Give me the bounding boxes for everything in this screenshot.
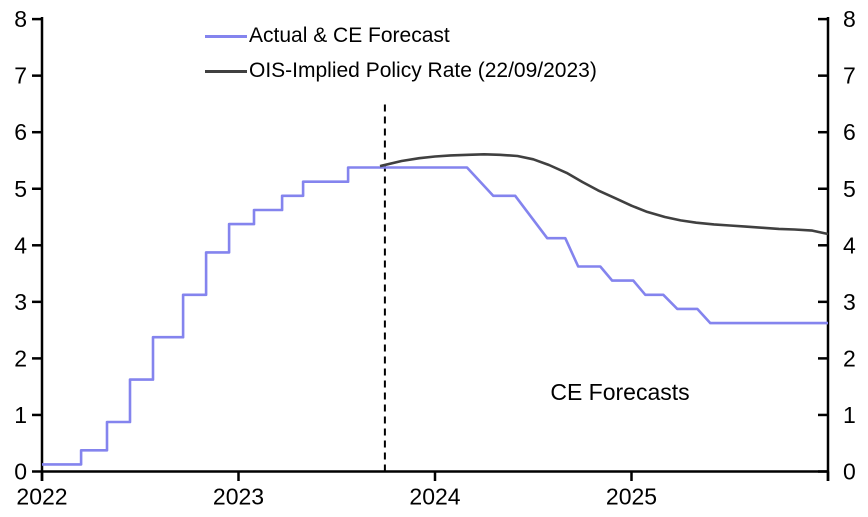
y-tick-label-right: 1 [843,402,856,428]
y-tick-label-left: 5 [14,176,27,202]
legend: Actual & CE Forecast OIS-Implied Policy … [205,24,597,83]
actual-line-swatch [205,34,247,38]
ois-line-swatch [205,69,247,73]
ois-implied-line [379,153,829,236]
x-tick-label: 2025 [606,484,657,510]
x-tick-label: 2023 [213,484,264,510]
legend-item-ois: OIS-Implied Policy Rate (22/09/2023) [205,59,597,83]
legend-label-actual: Actual & CE Forecast [249,24,450,47]
y-tick-label-left: 2 [14,345,27,371]
y-tick-label-right: 6 [843,119,856,145]
y-tick-label-left: 7 [14,63,27,89]
y-tick-label-right: 2 [843,345,856,371]
legend-item-actual: Actual & CE Forecast [205,24,597,48]
actual-ce-forecast-line [42,166,828,466]
legend-label-ois: OIS-Implied Policy Rate (22/09/2023) [249,59,597,82]
x-tick-label: 2022 [16,484,67,510]
y-tick-label-left: 3 [14,289,27,315]
x-tick-label: 2024 [409,484,460,510]
y-tick-label-right: 0 [843,459,856,485]
y-tick-label-right: 5 [843,176,856,202]
y-tick-label-left: 4 [14,232,27,258]
y-tick-label-right: 8 [843,6,856,32]
y-tick-label-right: 4 [843,232,856,258]
y-tick-label-left: 8 [14,6,27,32]
y-tick-label-left: 0 [14,459,27,485]
y-tick-label-left: 1 [14,402,27,428]
y-tick-label-left: 6 [14,119,27,145]
y-tick-label-right: 7 [843,63,856,89]
ce-forecasts-annotation: CE Forecasts [550,379,690,405]
y-tick-label-right: 3 [843,289,856,315]
